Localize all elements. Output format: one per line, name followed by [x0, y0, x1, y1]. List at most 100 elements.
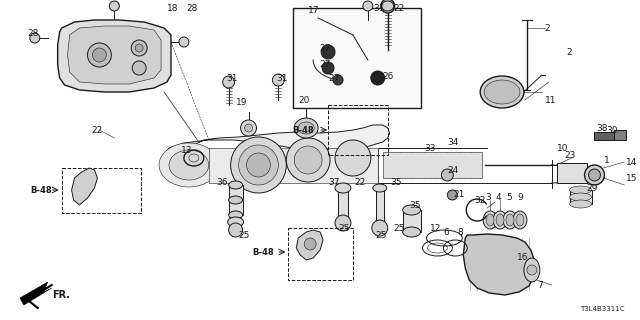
Circle shape	[381, 0, 395, 13]
Ellipse shape	[493, 211, 507, 229]
Ellipse shape	[480, 76, 524, 108]
Text: 36: 36	[217, 178, 228, 187]
Text: 25: 25	[338, 223, 349, 233]
Text: 37: 37	[328, 178, 340, 187]
Ellipse shape	[228, 211, 243, 219]
Circle shape	[244, 124, 253, 132]
Circle shape	[294, 146, 322, 174]
Ellipse shape	[228, 181, 243, 189]
Text: 28: 28	[186, 4, 197, 12]
Circle shape	[273, 74, 284, 86]
Ellipse shape	[294, 118, 318, 138]
Bar	[614, 130, 627, 140]
Text: 20: 20	[298, 95, 310, 105]
Text: 5: 5	[506, 193, 512, 202]
Text: 7: 7	[537, 281, 543, 290]
Circle shape	[527, 265, 537, 275]
Ellipse shape	[570, 200, 591, 208]
Circle shape	[30, 33, 40, 43]
Ellipse shape	[298, 122, 314, 134]
Text: 27: 27	[319, 60, 330, 68]
Text: 16: 16	[517, 253, 529, 262]
Text: B-48: B-48	[30, 186, 52, 195]
Ellipse shape	[228, 217, 244, 227]
Circle shape	[109, 1, 119, 11]
Text: 4: 4	[495, 193, 500, 202]
Circle shape	[131, 40, 147, 56]
Text: 34: 34	[447, 138, 459, 147]
Bar	[61, 168, 141, 213]
Ellipse shape	[524, 258, 540, 282]
Text: 9: 9	[517, 193, 523, 202]
Ellipse shape	[169, 150, 209, 180]
Circle shape	[132, 61, 146, 75]
Ellipse shape	[403, 205, 420, 215]
Text: 23: 23	[564, 150, 576, 159]
Text: 24: 24	[447, 165, 459, 174]
Text: T3L4B3311C: T3L4B3311C	[580, 306, 625, 312]
Ellipse shape	[483, 211, 497, 229]
Text: 22: 22	[354, 178, 365, 187]
Text: 35: 35	[390, 178, 402, 187]
Text: 35: 35	[410, 201, 421, 210]
Ellipse shape	[228, 196, 243, 204]
Text: 30: 30	[607, 125, 618, 134]
Text: 18: 18	[167, 4, 179, 12]
Text: 22: 22	[394, 4, 405, 12]
Text: B-48: B-48	[252, 247, 273, 257]
Text: 11: 11	[545, 95, 556, 105]
Text: 26: 26	[383, 71, 394, 81]
Bar	[570, 190, 591, 204]
Bar	[338, 188, 348, 220]
Text: 1: 1	[604, 156, 610, 164]
Text: 25: 25	[376, 230, 387, 239]
Ellipse shape	[381, 1, 394, 11]
Text: 28: 28	[28, 28, 39, 37]
Text: 27: 27	[328, 74, 339, 83]
Bar	[328, 105, 388, 155]
Text: 6: 6	[444, 228, 449, 236]
Ellipse shape	[373, 184, 387, 192]
Ellipse shape	[159, 143, 219, 187]
Circle shape	[447, 190, 458, 200]
Bar	[209, 148, 378, 183]
Ellipse shape	[503, 211, 517, 229]
Text: 25: 25	[394, 223, 405, 233]
Circle shape	[321, 45, 335, 59]
Text: 21: 21	[453, 189, 465, 198]
Text: 15: 15	[627, 173, 638, 182]
Circle shape	[223, 76, 235, 88]
Text: 22: 22	[92, 125, 102, 134]
Bar	[288, 228, 353, 280]
Circle shape	[335, 215, 351, 231]
Polygon shape	[72, 168, 97, 205]
Ellipse shape	[403, 227, 420, 237]
Bar	[595, 132, 614, 140]
Circle shape	[333, 75, 343, 85]
Text: 32: 32	[474, 196, 486, 204]
Text: 27: 27	[319, 44, 330, 52]
Text: B-48: B-48	[292, 125, 314, 134]
Circle shape	[363, 1, 373, 11]
Ellipse shape	[570, 186, 591, 194]
Text: 31: 31	[373, 4, 384, 12]
Circle shape	[442, 169, 453, 181]
Circle shape	[584, 165, 604, 185]
Text: 8: 8	[458, 228, 463, 236]
Ellipse shape	[506, 214, 514, 226]
Circle shape	[286, 138, 330, 182]
Text: 29: 29	[586, 183, 598, 193]
Text: 2: 2	[545, 23, 550, 33]
Polygon shape	[58, 20, 171, 92]
Ellipse shape	[513, 211, 527, 229]
Ellipse shape	[496, 214, 504, 226]
Polygon shape	[68, 26, 161, 84]
Ellipse shape	[484, 80, 520, 104]
Ellipse shape	[570, 193, 591, 201]
Circle shape	[371, 71, 385, 85]
Bar	[293, 8, 420, 108]
Bar	[403, 210, 420, 232]
Text: 2: 2	[566, 47, 572, 57]
Bar	[376, 188, 384, 223]
Text: FR.: FR.	[52, 290, 70, 300]
